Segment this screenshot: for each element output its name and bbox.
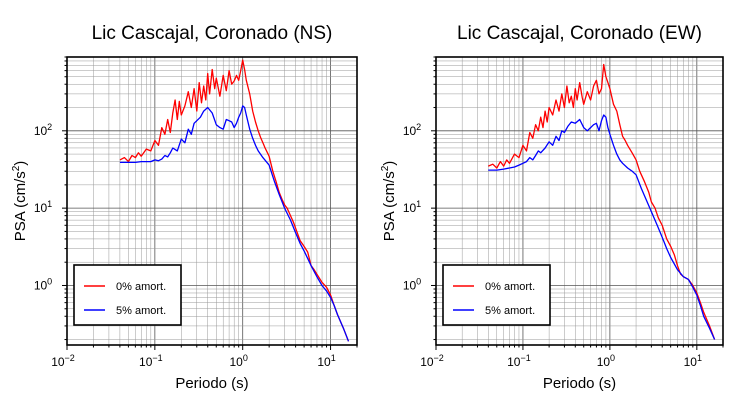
chart-2-y-axis-label: PSA (cm/s2) <box>380 161 398 242</box>
chart-1-legend: 0% amort. 5% amort. <box>73 264 182 326</box>
chart-1-y-tick-label: 100 <box>34 276 52 292</box>
chart-1-x-tick-label: 100 <box>230 353 248 369</box>
chart-2-x-tick-label: 101 <box>684 353 702 369</box>
chart-2-x-tick-label: 10−1 <box>507 353 531 369</box>
chart-2-legend-label: 0% amort. <box>485 281 535 293</box>
chart-2-title: Lic Cascajal, Coronado (EW) <box>457 23 702 44</box>
chart-2-y-tick-label: 101 <box>403 199 421 215</box>
chart-1-legend-label: 0% amort. <box>116 281 166 293</box>
chart-1-y-tick-label: 102 <box>34 122 52 138</box>
chart-2-legend-label: 5% amort. <box>485 305 535 317</box>
chart-2-y-tick-label: 100 <box>403 276 421 292</box>
chart-1-grid <box>67 57 357 345</box>
chart-1-y-tick-label: 101 <box>34 199 52 215</box>
chart-2-frame <box>435 56 724 346</box>
chart-1-y-axis-label: PSA (cm/s2) <box>11 161 29 242</box>
chart-1-x-tick-label: 101 <box>317 353 335 369</box>
chart-2-x-tick-label: 10−2 <box>420 353 444 369</box>
chart-1-frame <box>66 56 358 346</box>
chart-1-panel: 10−2 10−1 100 101 100 101 102 Lic Cascajal, Cor… <box>11 23 358 392</box>
chart-1-x-tick-label: 10−1 <box>139 353 163 369</box>
chart-1-x-tick-label: 10−2 <box>51 353 75 369</box>
chart-2-x-tick-label: 100 <box>597 353 615 369</box>
chart-1-legend-label: 5% amort. <box>116 305 166 317</box>
chart-2-y-tick-label: 102 <box>403 122 421 138</box>
chart-1-title: Lic Cascajal, Coronado (NS) <box>92 23 333 44</box>
chart-2-panel: 10−2 10−1 100 101 100 101 102 Lic Cascajal, Cor… <box>380 23 724 392</box>
chart-2-legend-box <box>442 264 551 326</box>
chart-2-series-group <box>488 63 716 340</box>
chart-2-series-red-line <box>488 63 716 340</box>
chart-2-series-blue-line <box>488 114 716 340</box>
chart-1-series-blue-line <box>119 105 350 342</box>
chart-2-x-axis-label: Periodo (s) <box>543 375 616 392</box>
chart-1-x-axis-label: Periodo (s) <box>175 375 248 392</box>
chart-1-legend-box <box>73 264 182 326</box>
chart-1-series-group <box>119 59 350 342</box>
chart-2-legend: 0% amort. 5% amort. <box>442 264 551 326</box>
chart-1-series-red-line <box>119 59 350 342</box>
